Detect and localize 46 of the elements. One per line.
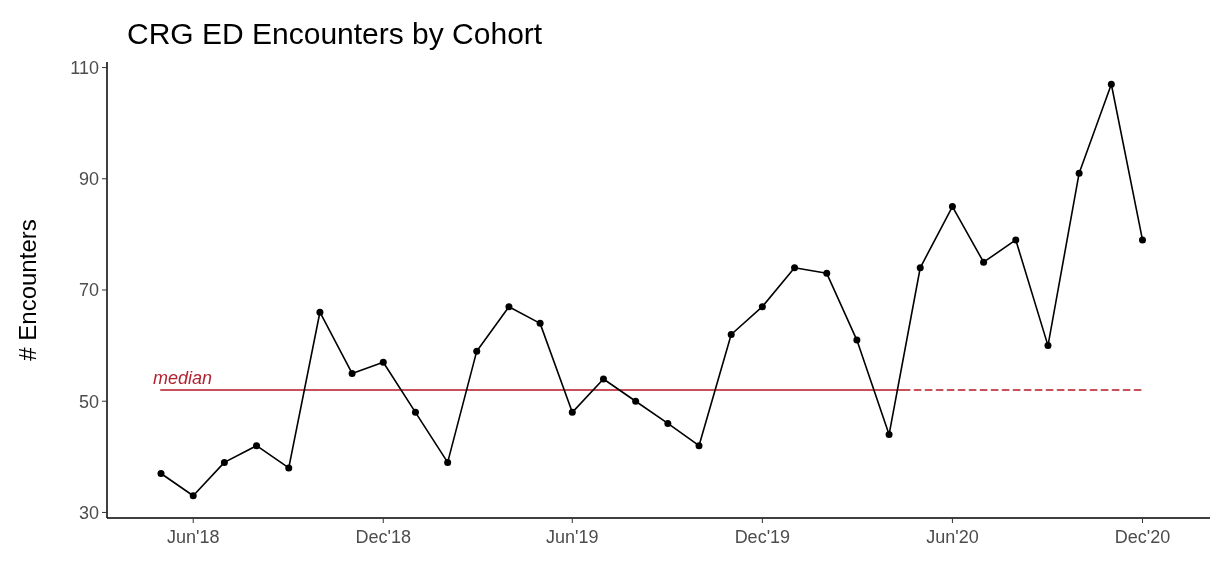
point	[189, 492, 197, 500]
point	[285, 464, 293, 472]
x-tick-label: Jun'19	[546, 527, 599, 547]
point	[253, 442, 261, 450]
point	[411, 408, 419, 416]
point	[220, 458, 228, 466]
x-tick-label: Dec'18	[355, 527, 411, 547]
point	[1012, 236, 1020, 244]
chart-title: CRG ED Encounters by Cohort	[127, 17, 543, 50]
point	[348, 369, 356, 377]
point	[473, 347, 481, 355]
y-tick-label: 50	[78, 391, 99, 412]
point	[536, 319, 544, 327]
point	[505, 303, 513, 311]
x-tick-label: Jun'20	[926, 527, 979, 547]
point	[632, 397, 640, 405]
point	[1075, 169, 1083, 177]
point	[695, 442, 703, 450]
y-tick-label: 70	[78, 280, 99, 301]
point	[791, 264, 799, 272]
x-tick-label: Dec'19	[734, 527, 791, 547]
point	[568, 408, 576, 416]
point	[980, 258, 988, 266]
point	[1138, 236, 1146, 244]
y-tick-label: 110	[70, 57, 99, 78]
point	[885, 431, 893, 439]
point	[664, 419, 672, 427]
point	[599, 375, 607, 383]
point	[916, 264, 924, 272]
series-label: median	[153, 368, 213, 389]
point	[316, 308, 324, 316]
point	[379, 358, 387, 366]
point	[1107, 80, 1115, 88]
point	[758, 303, 766, 311]
y-tick-label: 90	[78, 169, 99, 190]
y-axis-title: # Encounters	[14, 219, 41, 361]
point	[823, 269, 831, 277]
point	[157, 470, 165, 478]
point	[727, 330, 735, 338]
x-tick-label: Jun'18	[166, 527, 220, 547]
point	[948, 203, 956, 211]
point	[1044, 342, 1052, 350]
x-tick-label: Dec'20	[1114, 527, 1171, 547]
point	[853, 336, 861, 344]
point	[444, 458, 452, 466]
y-tick-label: 30	[78, 502, 99, 523]
